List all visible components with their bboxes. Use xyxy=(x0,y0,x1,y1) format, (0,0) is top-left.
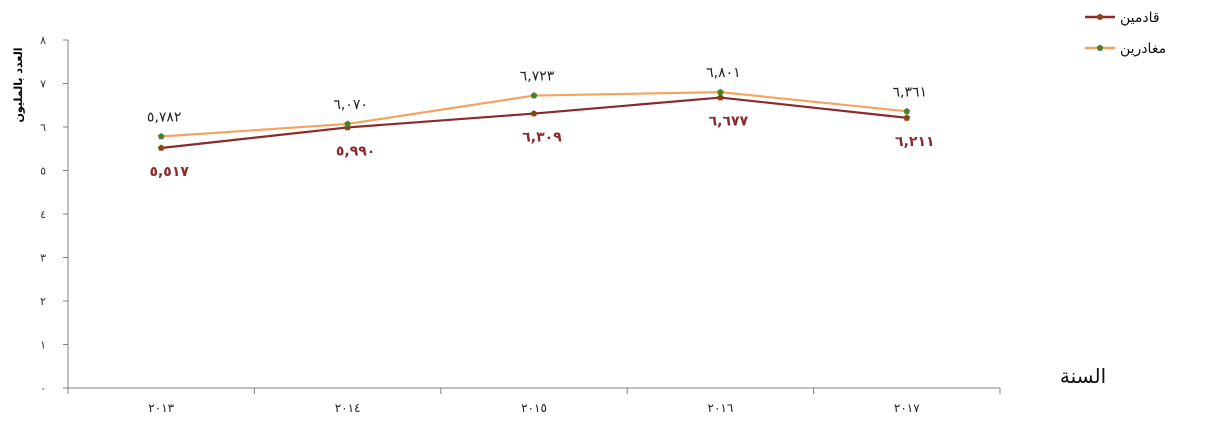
x-axis-label: السنة xyxy=(1060,364,1106,388)
data-label-arrivals: ٥,٩٩٠ xyxy=(336,143,376,159)
data-labels: ٥,٥١٧ ٥,٩٩٠ ٦,٣٠٩ ٦,٦٧٧ ٦,٢١١ ٥,٧٨٢ ٦,٠٧٠ ٦,٧٢٣… xyxy=(147,65,935,180)
data-label-arrivals: ٦,٣٠٩ xyxy=(522,130,562,146)
series-marker-0 xyxy=(717,94,724,101)
series-marker-0 xyxy=(903,114,911,121)
legend-marker-1 xyxy=(1096,44,1104,51)
legend-label-0: قادمين xyxy=(1120,10,1160,26)
series-marker-1 xyxy=(717,88,724,95)
x-axis-ticks: ٢٠١٣ ٢٠١٤ ٢٠١٥ ٢٠١٦ ٢٠١٧ xyxy=(67,388,1001,415)
series-marker-1 xyxy=(157,133,165,140)
x-tick-label: ٢٠١٣ xyxy=(148,401,174,415)
data-label-departures: ٦,٨٠١ xyxy=(706,65,741,81)
data-label-departures: ٥,٧٨٢ xyxy=(147,109,182,125)
y-tick-label: ٥ xyxy=(40,165,46,178)
y-tick-label: ١ xyxy=(40,339,46,352)
x-tick-label: ٢٠١٧ xyxy=(894,401,920,415)
series-marker-1 xyxy=(530,92,538,99)
legend-label-1: مغادرين xyxy=(1120,41,1166,57)
series-marker-1 xyxy=(344,120,351,127)
y-tick-label: ٧ xyxy=(40,78,46,91)
y-axis-ticks: ٠ ١ ٢ ٣ ٤ ٥ ٦ ٧ ٨ xyxy=(40,34,68,395)
series-marker-0 xyxy=(157,144,165,151)
y-tick-label: ٤ xyxy=(40,208,46,221)
data-label-departures: ٦,٣٦١ xyxy=(893,84,928,100)
legend-marker-0 xyxy=(1096,13,1104,20)
y-axis-label: العدد بالمليون xyxy=(12,48,25,123)
y-tick-label: ٦ xyxy=(40,121,46,134)
y-tick-label: ٣ xyxy=(40,252,46,265)
data-label-arrivals: ٦,٦٧٧ xyxy=(709,114,749,130)
series-group xyxy=(157,88,911,151)
y-tick-label: ٨ xyxy=(40,34,46,47)
x-tick-label: ٢٠١٤ xyxy=(335,401,361,415)
data-label-departures: ٦,٧٢٣ xyxy=(520,69,555,85)
legend: قادمين مغادرين xyxy=(1085,10,1166,57)
series-marker-0 xyxy=(530,110,538,117)
x-tick-label: ٢٠١٥ xyxy=(521,401,547,415)
data-label-arrivals: ٥,٥١٧ xyxy=(149,164,189,180)
y-tick-label: ٢ xyxy=(40,295,46,308)
data-label-arrivals: ٦,٢١١ xyxy=(895,134,935,150)
y-tick-label: ٠ xyxy=(40,382,46,395)
series-marker-1 xyxy=(903,107,911,115)
data-label-departures: ٦,٠٧٠ xyxy=(333,97,368,113)
x-tick-label: ٢٠١٦ xyxy=(708,401,734,415)
